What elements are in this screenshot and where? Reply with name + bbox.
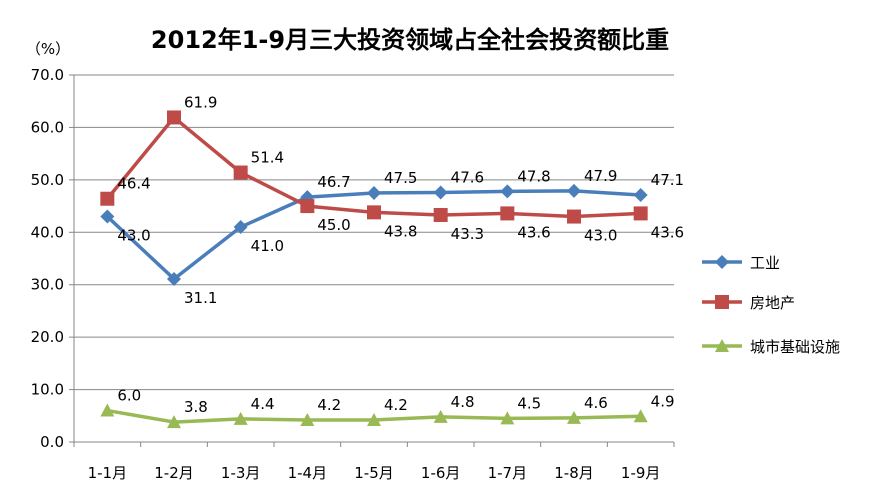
data-point-diamond <box>100 209 115 224</box>
x-tick-label: 1-7月 <box>488 464 528 482</box>
data-point-diamond <box>233 220 248 235</box>
data-point-triangle <box>300 412 315 426</box>
x-tick-label: 1-2月 <box>154 464 194 482</box>
data-label: 4.8 <box>451 393 475 411</box>
data-point-square <box>100 191 115 206</box>
data-label: 43.0 <box>584 227 617 245</box>
data-label: 4.5 <box>517 394 541 412</box>
data-point-diamond <box>367 185 381 200</box>
data-point-triangle <box>367 412 381 426</box>
data-label: 43.8 <box>384 222 417 240</box>
legend-item: 工业 <box>702 254 780 272</box>
data-label: 47.8 <box>517 167 550 185</box>
data-label: 45.0 <box>317 216 350 234</box>
legend-label: 城市基础设施 <box>750 338 840 356</box>
data-point-diamond <box>567 183 581 198</box>
x-tick-label: 1-1月 <box>88 464 128 482</box>
data-label: 4.6 <box>584 394 608 412</box>
data-label: 43.3 <box>451 225 484 243</box>
data-label: 47.9 <box>584 167 617 185</box>
data-point-diamond <box>715 255 729 269</box>
series-line <box>105 115 641 219</box>
data-point-triangle <box>567 410 581 424</box>
x-tick-label: 1-9月 <box>621 464 661 482</box>
data-label: 61.9 <box>184 93 217 111</box>
x-tick-label: 1-5月 <box>354 464 394 482</box>
data-label: 3.8 <box>184 398 208 416</box>
data-label: 6.0 <box>117 387 141 405</box>
data-point-diamond <box>500 184 515 199</box>
data-point-diamond <box>433 185 448 200</box>
data-point-triangle <box>167 415 181 429</box>
data-point-square <box>567 209 581 224</box>
legend-item: 房地产 <box>702 294 795 312</box>
series-line <box>106 189 641 281</box>
data-point-triangle <box>500 411 515 425</box>
y-tick-label: 70.0 <box>31 66 64 84</box>
data-label: 4.4 <box>251 395 275 413</box>
data-label: 47.1 <box>651 171 684 189</box>
x-tick-label: 1-6月 <box>421 464 461 482</box>
series-3: 6.0 3.8 4.4 4.2 4.2 4.8 4.5 4.6 4.9 <box>100 387 675 429</box>
data-label: 41.0 <box>251 237 284 255</box>
y-tick-label: 0.0 <box>40 433 64 451</box>
data-point-square <box>633 206 648 221</box>
legend-label: 房地产 <box>750 294 795 312</box>
series-1: 43.0 31.1 41.0 46.7 47.5 47.6 47.8 47.9 47.1 <box>100 167 684 307</box>
data-point-square <box>715 295 729 309</box>
data-label: 31.1 <box>184 289 217 307</box>
y-tick-label: 40.0 <box>31 223 64 241</box>
data-point-square <box>233 165 248 180</box>
data-label: 43.6 <box>517 223 550 241</box>
x-tick-label: 1-3月 <box>221 464 261 482</box>
data-point-square <box>367 205 381 220</box>
chart-title: 2012年1-9月三大投资领域占全社会投资额比重 <box>151 26 669 54</box>
y-tick-label: 50.0 <box>31 171 64 189</box>
data-point-square <box>167 110 181 125</box>
data-point-square <box>300 199 315 214</box>
data-label: 46.4 <box>117 175 150 193</box>
data-label: 51.4 <box>251 149 284 167</box>
data-label: 4.9 <box>651 392 675 410</box>
y-tick-label: 60.0 <box>31 118 64 136</box>
y-tick-label: 30.0 <box>31 276 64 294</box>
data-point-triangle <box>433 409 448 423</box>
data-point-triangle <box>233 411 248 425</box>
data-label: 43.0 <box>117 227 150 245</box>
y-tick-label: 20.0 <box>31 328 64 346</box>
data-label: 4.2 <box>384 396 408 414</box>
data-point-diamond <box>633 188 648 203</box>
series-2: 46.4 61.9 51.4 45.0 43.8 43.3 43.6 43.0 43.6 <box>100 93 684 245</box>
data-label: 4.2 <box>317 396 341 414</box>
data-point-triangle <box>100 403 115 417</box>
data-label: 43.6 <box>651 223 684 241</box>
y-axis-unit-label: （%） <box>26 40 70 58</box>
data-label: 47.5 <box>384 169 417 187</box>
data-point-triangle <box>633 409 648 423</box>
x-tick-label: 1-4月 <box>288 464 328 482</box>
data-point-diamond <box>167 271 181 286</box>
y-tick-label: 10.0 <box>31 381 64 399</box>
legend-label: 工业 <box>750 254 780 272</box>
data-label: 47.6 <box>451 168 484 186</box>
data-label: 46.7 <box>317 173 350 191</box>
data-point-triangle <box>715 339 729 352</box>
series-group: 43.031.141.046.7 47.5 47.6 47.8 47.9 47.146.4… <box>100 93 684 429</box>
data-point-square <box>500 206 515 221</box>
x-tick-label: 1-8月 <box>554 464 594 482</box>
axes: 0.0 10.0 20.0 30.0 40.0 50.0 60.0 70.0 1-1月 1-2月 1… <box>31 66 675 482</box>
data-point-square <box>433 207 448 222</box>
legend-item: 城市基础设施 <box>702 338 840 356</box>
